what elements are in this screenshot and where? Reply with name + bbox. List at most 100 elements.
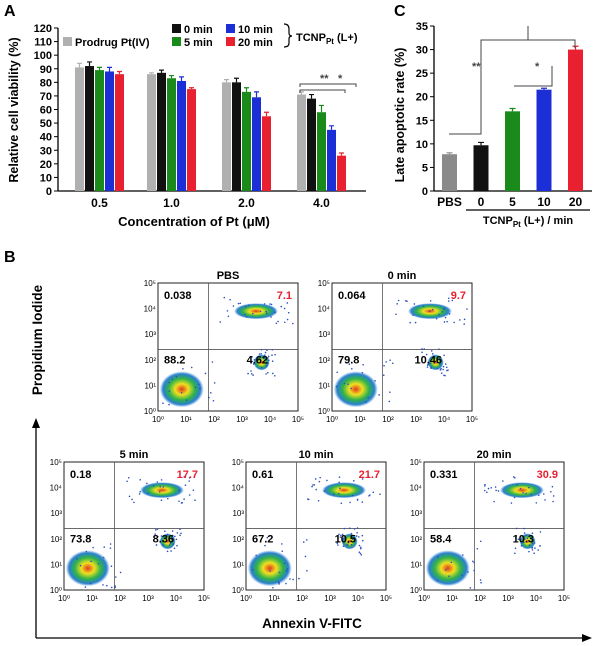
flow-event-dot: [258, 353, 261, 355]
flow-plot-title: 10 min: [299, 449, 334, 461]
flow-event-dot: [346, 544, 348, 546]
flow-event-dot: [442, 368, 444, 371]
flow-event-dot: [531, 547, 533, 549]
flow-event-dot: [385, 361, 387, 363]
panel-c-x-tick-label: 0: [478, 195, 485, 209]
panel-a-bar-t20-1.0: [187, 89, 196, 191]
flow-event-dot: [302, 541, 305, 543]
flow-event-dot: [522, 491, 524, 494]
flow-event-dot: [336, 542, 339, 544]
panel-c-bar-10: [536, 89, 552, 191]
flow-event-dot: [483, 489, 486, 492]
flow-density-cluster: [425, 550, 470, 587]
flow-event-dot: [175, 375, 178, 378]
flow-event-dot: [550, 490, 552, 493]
flow-event-dot: [170, 550, 172, 552]
flow-event-dot: [429, 362, 431, 365]
flow-event-dot: [512, 476, 515, 478]
flow-event-dot: [359, 552, 362, 555]
panel-a-bar-t0-2.0: [232, 82, 241, 191]
flow-event-dot: [528, 550, 530, 553]
flow-event-dot: [466, 308, 468, 310]
flow-event-dot: [350, 387, 352, 390]
panel-a-error-bar: [149, 72, 154, 75]
flow-event-dot: [159, 485, 162, 488]
flow-event-dot: [267, 371, 269, 374]
flow-event-dot: [76, 557, 78, 560]
flow-quadrant-lr: 8.36: [153, 534, 174, 546]
legend-label-prodrug: Prodrug Pt(IV): [75, 37, 150, 49]
flow-x-tick-label: 10¹: [86, 594, 98, 603]
panel-a-bracket-outer: [299, 83, 357, 87]
flow-event-dot: [90, 560, 92, 563]
flow-y-tick-label: 10⁵: [50, 458, 62, 467]
panel-a-bar-t10-2.0: [252, 97, 261, 191]
flow-event-dot: [361, 539, 364, 542]
flow-event-dot: [537, 549, 539, 551]
flow-event-dot: [188, 494, 191, 496]
flow-x-tick-label: 10⁴: [352, 594, 365, 603]
flow-event-dot: [335, 385, 338, 388]
flow-quadrant-lr: 4.62: [247, 355, 268, 367]
flow-event-dot: [368, 476, 370, 478]
flow-event-dot: [351, 368, 353, 370]
panel-a-error-bar: [107, 66, 112, 72]
flow-event-dot: [421, 351, 423, 354]
flow-y-tick-label: 10⁵: [410, 458, 422, 467]
flow-event-dot: [431, 308, 434, 311]
flow-event-dot: [289, 578, 291, 580]
flow-event-dot: [172, 537, 174, 540]
flow-event-dot: [349, 527, 351, 529]
flow-event-dot: [226, 310, 229, 312]
flow-quadrant-ll: 73.8: [70, 534, 91, 546]
flow-event-dot: [127, 476, 130, 479]
flow-event-dot: [314, 478, 317, 480]
flow-event-dot: [312, 484, 314, 486]
flow-event-dot: [448, 575, 450, 577]
flow-event-dot: [173, 547, 176, 550]
panel-a-x-tick-label: 4.0: [313, 196, 330, 210]
flow-event-dot: [154, 533, 156, 535]
flow-quadrant-ul: 0.61: [252, 469, 273, 481]
flow-x-tick-label: 10⁰: [418, 594, 430, 603]
flow-event-dot: [340, 502, 343, 505]
flow-event-dot: [255, 554, 257, 557]
flow-event-dot: [185, 399, 188, 402]
flow-quadrant-ur: 17.7: [177, 469, 198, 481]
flow-event-dot: [323, 490, 326, 492]
flow-event-dot: [487, 487, 490, 490]
flow-event-dot: [126, 480, 128, 483]
flow-event-dot: [436, 367, 439, 370]
flow-event-dot: [277, 320, 279, 323]
flow-event-dot: [341, 533, 344, 536]
flow-density-cluster: [519, 533, 536, 550]
flow-event-dot: [552, 495, 555, 497]
flow-y-tick-label: 10⁴: [232, 484, 245, 493]
panel-c-error-bar: [446, 152, 453, 155]
flow-event-dot: [168, 390, 171, 392]
flow-event-dot: [268, 359, 270, 361]
flow-event-dot: [412, 314, 414, 316]
flow-event-dot: [444, 316, 447, 319]
flow-x-tick-label: 10¹: [446, 594, 458, 603]
flow-event-dot: [343, 527, 346, 530]
flow-event-dot: [426, 366, 429, 368]
flow-event-dot: [247, 372, 249, 375]
flow-event-dot: [338, 533, 340, 536]
flow-event-dot: [447, 300, 450, 302]
flow-event-dot: [459, 319, 461, 321]
panel-a-significance: [299, 83, 357, 93]
flow-event-dot: [395, 313, 397, 316]
flow-event-dot: [444, 374, 446, 377]
flow-event-dot: [105, 584, 108, 587]
flow-event-dot: [102, 584, 104, 586]
flow-quadrant-lr: 10.5: [335, 534, 356, 546]
flow-event-dot: [436, 361, 438, 363]
flow-event-dot: [266, 349, 268, 352]
panel-c-y-tick-label: 25: [416, 68, 428, 80]
panel-a-y-tick-label: 80: [40, 77, 52, 89]
flow-event-dot: [516, 484, 519, 486]
flow-event-dot: [274, 353, 276, 356]
flow-event-dot: [356, 499, 359, 501]
